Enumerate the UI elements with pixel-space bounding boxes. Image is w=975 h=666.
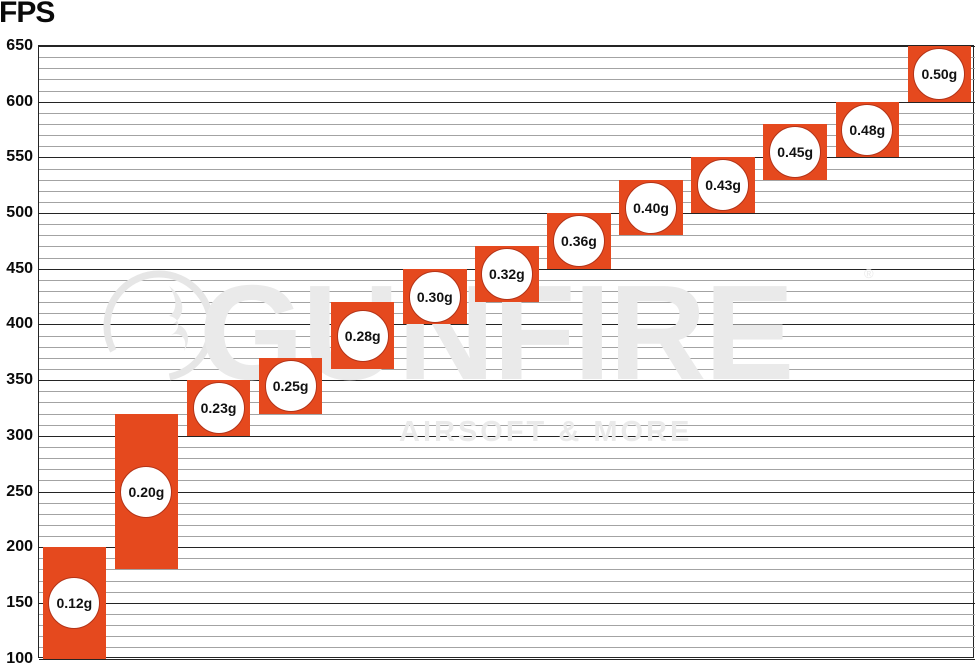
svg-text:®: ® [864,266,874,281]
svg-text:AIRSOFT & MORE: AIRSOFT & MORE [399,416,692,448]
